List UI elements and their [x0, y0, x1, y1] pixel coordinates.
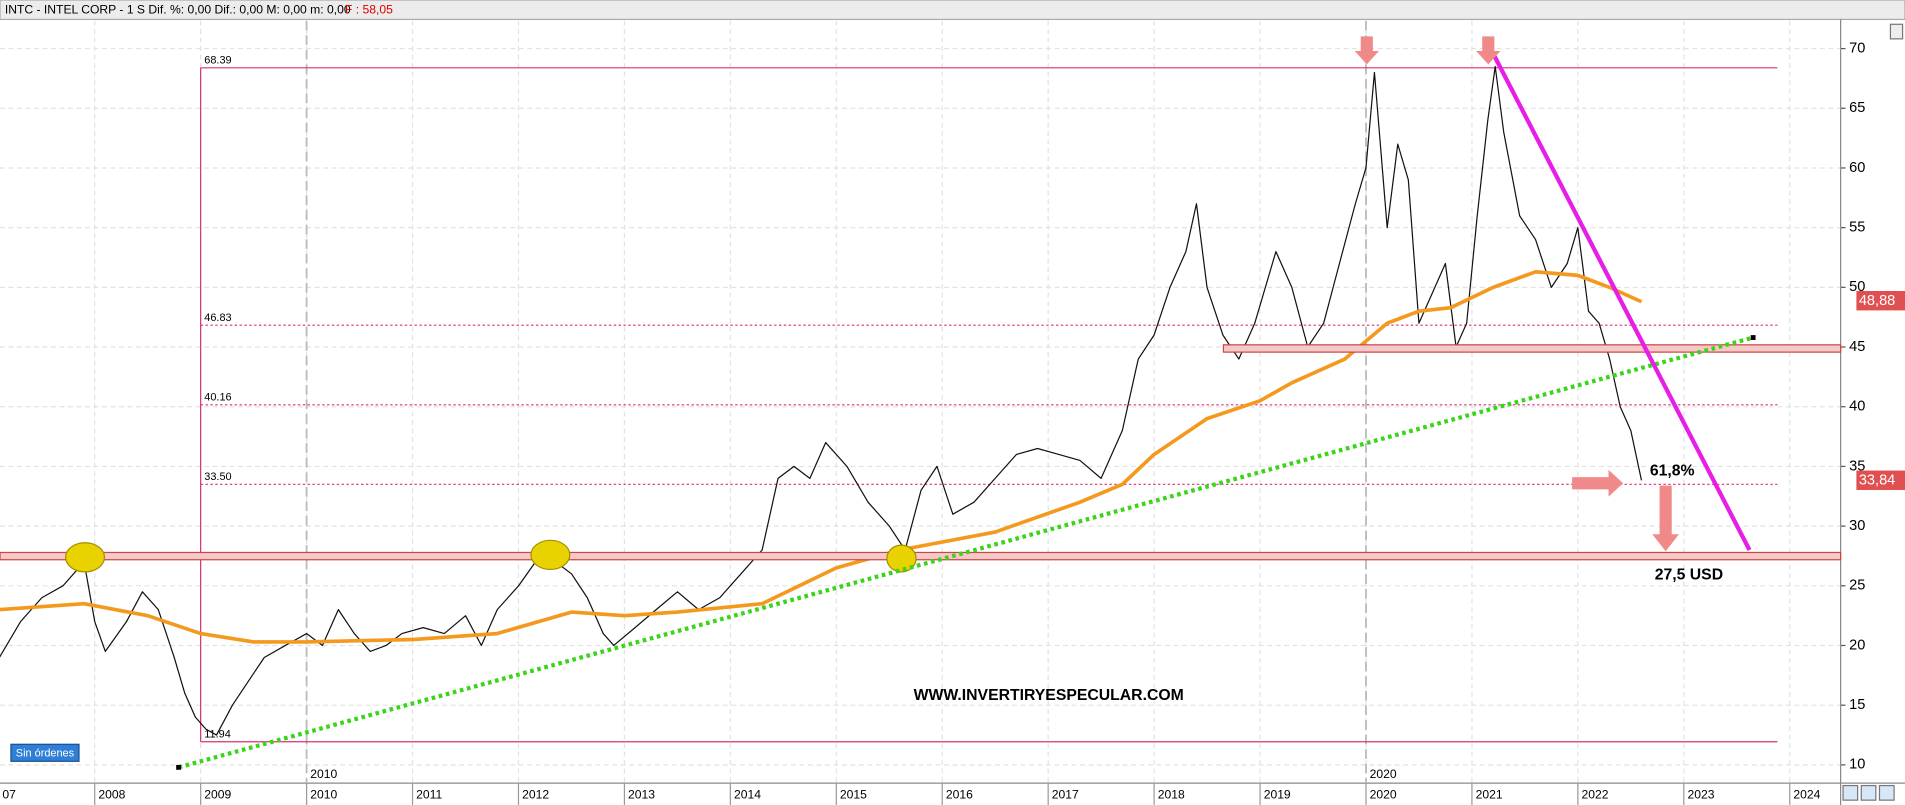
- corner-button[interactable]: [1889, 23, 1904, 40]
- toolbar-button[interactable]: [1860, 784, 1877, 801]
- x-tick-label: 2013: [628, 787, 655, 801]
- fib-label: 33.50: [204, 471, 231, 483]
- y-tick-label: 45: [1849, 339, 1865, 355]
- overlay: 61,8% 27,5 USD WWW.INVERTIRYESPECULAR.CO…: [0, 23, 1904, 801]
- price-tag-label: 48,88: [1859, 293, 1895, 309]
- arrow-right: [1572, 469, 1624, 497]
- y-tick-label: 65: [1849, 100, 1865, 116]
- x-tick-label: 2010: [310, 787, 337, 801]
- x-tick-label: 2020: [1370, 787, 1397, 801]
- x-tick-label: 2021: [1476, 787, 1503, 801]
- x-tick-label: 2008: [98, 787, 125, 801]
- decade-label: 2010: [310, 767, 337, 781]
- x-tick-label: 2009: [204, 787, 231, 801]
- price-tag: [1856, 470, 1905, 490]
- header-title: INTC - INTEL CORP - 1 S Dif. %: 0,00 Dif…: [5, 3, 351, 17]
- trend-resistance: [1492, 54, 1752, 551]
- y-tick-label: 35: [1849, 458, 1865, 474]
- price-line: [0, 65, 1643, 736]
- x-tick-label: 2014: [734, 787, 761, 801]
- y-tick-label: 15: [1849, 697, 1865, 713]
- y-tick-label: 30: [1849, 518, 1865, 534]
- price-tag-label: 33,84: [1859, 473, 1895, 489]
- note: 61,8%: [1650, 462, 1695, 479]
- y-tick-label: 70: [1849, 40, 1865, 56]
- y-tick-label: 20: [1849, 637, 1865, 653]
- y-tick-label: 60: [1849, 160, 1865, 176]
- x-tick-label: 2022: [1582, 787, 1609, 801]
- watermark: WWW.INVERTIRYESPECULAR.COM: [914, 687, 1184, 704]
- fib-label: 40.16: [204, 391, 231, 403]
- x-tick-label: 2017: [1052, 787, 1079, 801]
- x-tick-label: 2011: [416, 787, 442, 801]
- header-last: F : 58,05: [345, 3, 393, 17]
- resistance-band: [1222, 344, 1842, 353]
- fib-label: 46.83: [204, 312, 231, 324]
- toolbar-button[interactable]: [1842, 784, 1859, 801]
- status: Sin órdenes: [16, 747, 75, 759]
- support-band: [0, 551, 1842, 561]
- fib-label: 68.39: [204, 54, 231, 66]
- handle: [176, 764, 182, 770]
- x-tick-label: 07: [2, 787, 16, 801]
- x-tick-label: 2024: [1793, 787, 1820, 801]
- x-tick-label: 2015: [840, 787, 867, 801]
- y-tick-label: 10: [1849, 757, 1865, 773]
- x-tick-label: 2012: [522, 787, 549, 801]
- header-bar: [0, 0, 1905, 21]
- x-tick-label: 2016: [946, 787, 973, 801]
- touch-marker: [64, 542, 106, 573]
- y-tick-label: 25: [1849, 578, 1865, 594]
- note: 27,5 USD: [1655, 567, 1723, 584]
- moving-average: [0, 270, 1643, 644]
- arrow-down: [1652, 485, 1680, 552]
- x-tick-label: 2018: [1158, 787, 1185, 801]
- decade-label: 2020: [1370, 767, 1397, 781]
- trend-support: [178, 335, 1754, 770]
- status-box[interactable]: [10, 743, 80, 762]
- arrow-down: [1354, 36, 1379, 65]
- toolbar-button[interactable]: [1878, 784, 1895, 801]
- touch-marker: [886, 544, 917, 573]
- y-tick-label: 55: [1849, 219, 1865, 235]
- x-tick-label: 2019: [1264, 787, 1291, 801]
- y-tick-label: 40: [1849, 399, 1865, 415]
- price-tag: [1856, 291, 1905, 311]
- x-tick-label: 2023: [1687, 787, 1714, 801]
- handle: [1750, 335, 1756, 340]
- touch-marker: [530, 539, 571, 571]
